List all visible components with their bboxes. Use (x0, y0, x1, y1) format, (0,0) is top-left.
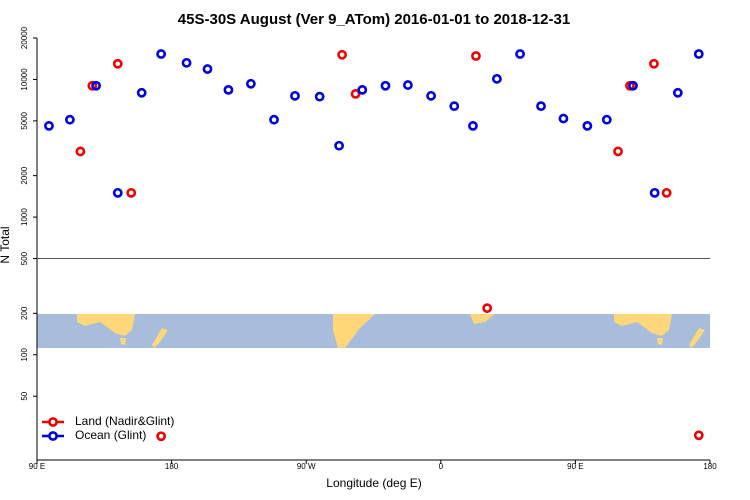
y-tick-label: 5000 (20, 111, 29, 129)
point (136, 87, 147, 98)
point (112, 187, 123, 198)
x-tick-label: 90 W (297, 462, 316, 471)
x-tick-label: 180 (703, 462, 717, 471)
point (649, 58, 659, 69)
y-tick-label: 500 (20, 251, 29, 265)
point (350, 89, 361, 99)
point (449, 101, 460, 112)
point (357, 84, 368, 95)
map-strip (37, 314, 710, 348)
point (337, 49, 347, 60)
x-tick-label: 90 E (29, 462, 45, 471)
y-axis-label: N Total (0, 226, 12, 263)
point (290, 90, 300, 101)
point (515, 49, 525, 59)
point (558, 113, 569, 124)
legend-marker (48, 417, 58, 427)
y-tick-label: 20000 (20, 26, 29, 49)
x-tick-label: 180 (165, 462, 179, 471)
point (536, 101, 546, 112)
map-land (77, 314, 705, 348)
point (613, 146, 623, 157)
legend-marker (48, 431, 58, 441)
legend-label: Land (Nadir&Glint) (75, 414, 174, 428)
point (156, 49, 167, 59)
point (314, 91, 325, 102)
point (126, 187, 137, 198)
point (334, 140, 345, 151)
point (491, 73, 502, 84)
x-tick-label: 90 E (567, 462, 583, 471)
point (471, 51, 481, 61)
point (582, 120, 593, 131)
point (245, 78, 256, 89)
y-tick-label: 200 (20, 306, 29, 320)
point (380, 80, 391, 91)
point (65, 114, 75, 125)
point (649, 187, 660, 198)
point (601, 114, 612, 125)
y-tick-label: 10000 (20, 68, 29, 91)
chart-title: 45S-30S August (Ver 9_ATom) 2016-01-01 t… (178, 11, 570, 28)
point (223, 84, 234, 95)
legend-label: Ocean (Glint) (75, 428, 146, 442)
x-axis-label: Longitude (deg E) (326, 476, 421, 490)
point (402, 80, 413, 90)
point (693, 430, 704, 441)
y-tick-label: 1000 (20, 208, 29, 226)
y-tick-label: 100 (20, 348, 29, 362)
point (44, 120, 54, 131)
point (156, 431, 167, 442)
point (693, 49, 704, 59)
point (87, 80, 98, 91)
x-tick-label: 0 (439, 462, 444, 471)
point (482, 303, 493, 314)
point (468, 120, 478, 131)
y-tick-label: 50 (20, 391, 29, 400)
point (112, 58, 123, 69)
point (269, 114, 279, 125)
point (181, 57, 192, 68)
point (661, 187, 672, 198)
point (628, 80, 638, 91)
point (91, 80, 101, 91)
point (426, 90, 436, 101)
point (75, 146, 86, 157)
point (202, 64, 213, 74)
y-tick-label: 2000 (20, 166, 29, 184)
point (672, 87, 683, 98)
